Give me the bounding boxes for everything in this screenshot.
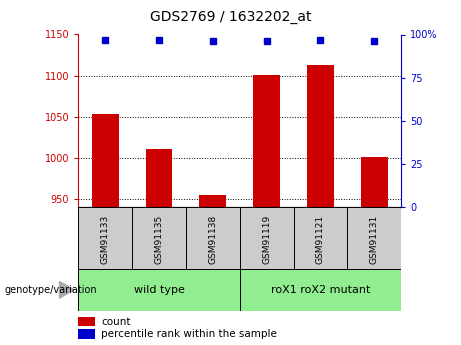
- Text: percentile rank within the sample: percentile rank within the sample: [101, 329, 277, 339]
- Text: GSM91135: GSM91135: [154, 215, 164, 264]
- Bar: [146, 149, 172, 207]
- Bar: [199, 195, 226, 207]
- Bar: [240, 269, 401, 310]
- Text: wild type: wild type: [134, 285, 184, 295]
- Bar: [78, 269, 240, 310]
- Text: GSM91121: GSM91121: [316, 215, 325, 264]
- Text: GSM91138: GSM91138: [208, 215, 217, 264]
- Bar: [78, 207, 132, 269]
- Bar: [347, 207, 401, 269]
- Bar: [307, 65, 334, 207]
- Text: GSM91119: GSM91119: [262, 215, 271, 264]
- Bar: [186, 207, 240, 269]
- Polygon shape: [59, 282, 74, 298]
- Text: roX1 roX2 mutant: roX1 roX2 mutant: [271, 285, 370, 295]
- Bar: [78, 317, 95, 326]
- Text: GSM91131: GSM91131: [370, 215, 378, 264]
- Bar: [253, 75, 280, 207]
- Bar: [132, 207, 186, 269]
- Text: count: count: [101, 317, 130, 327]
- Text: GSM91133: GSM91133: [101, 215, 110, 264]
- Text: genotype/variation: genotype/variation: [5, 285, 97, 295]
- Bar: [361, 157, 388, 207]
- Text: GDS2769 / 1632202_at: GDS2769 / 1632202_at: [150, 10, 311, 24]
- Bar: [92, 114, 118, 207]
- Bar: [294, 207, 347, 269]
- Bar: [240, 207, 294, 269]
- Bar: [78, 329, 95, 339]
